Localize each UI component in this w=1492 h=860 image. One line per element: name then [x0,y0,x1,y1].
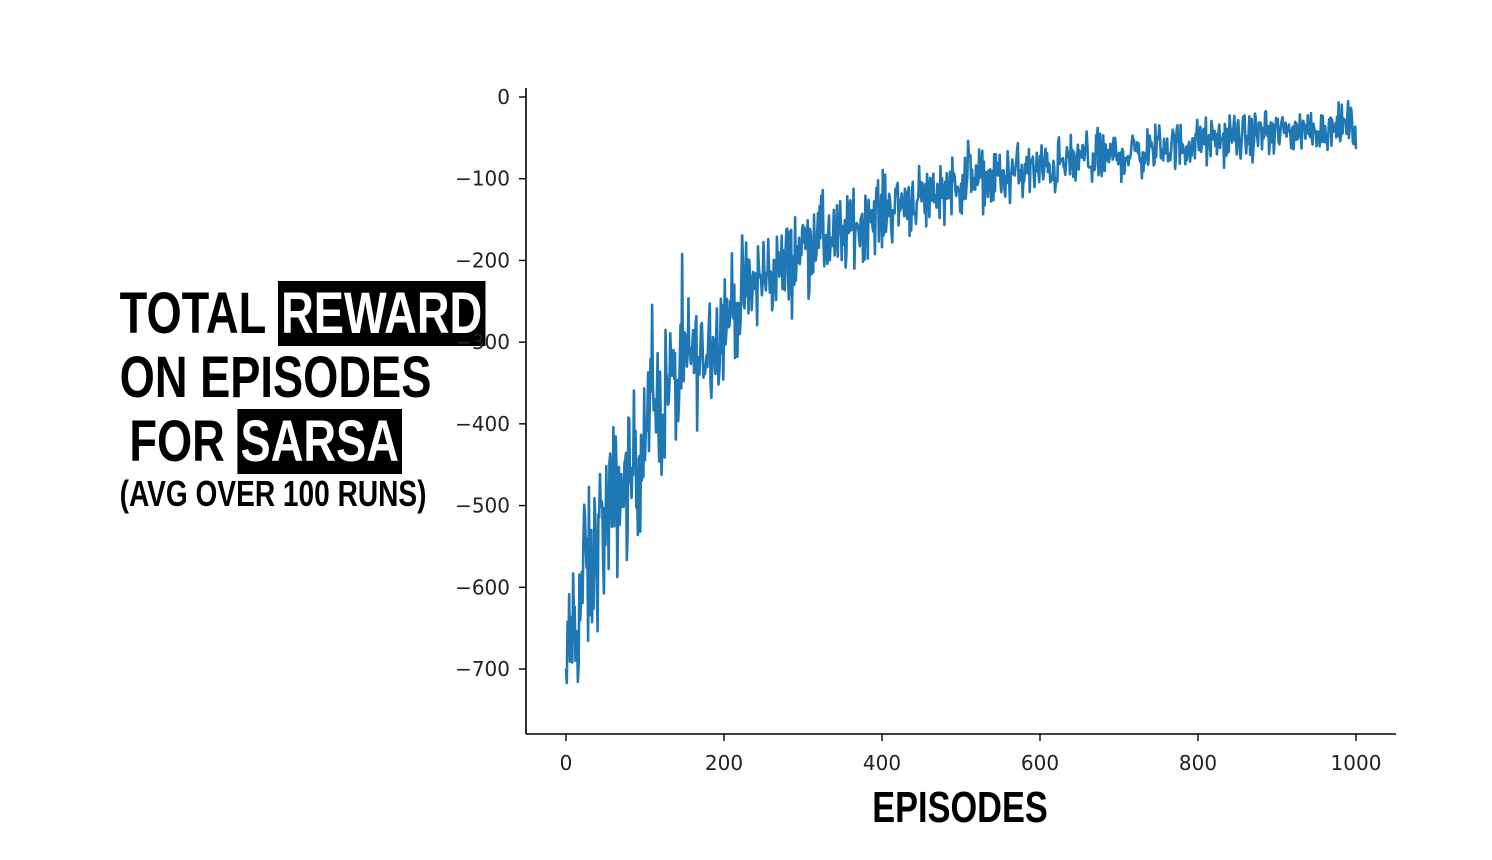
title-line-3: FOR SARSA [120,409,402,474]
title-word-reward: REWARD [277,281,486,346]
title-word-on-episodes: ON EPISODES [119,345,432,410]
x-tick-label: 600 [1021,751,1059,775]
chart-series-layer [564,99,1358,685]
y-tick-label: −700 [455,657,510,681]
chart-subtitle: (AVG OVER 100 RUNS) [119,473,427,514]
y-tick-label: −100 [455,167,510,191]
x-axis-label: EPISODES [872,783,1048,832]
y-tick-label: −200 [455,248,510,272]
chart-axes [525,88,1396,735]
reward-series-line [564,99,1358,685]
y-tick-label: −600 [455,575,510,599]
title-line-2: ON EPISODES [120,346,432,410]
chart-title: TOTAL REWARD ON EPISODES FOR SARSA (AVG … [40,281,486,514]
title-word-for: FOR [129,409,225,474]
x-tick-label: 800 [1179,751,1217,775]
x-tick-label: 0 [560,751,573,775]
y-tick-label: −400 [455,412,510,436]
chart-ticks: 0 200 400 600 800 1000 0 −100 −200 −300 −400 −500 −6… [455,85,1381,775]
title-word-total: TOTAL [119,281,266,346]
title-word-sarsa: SARSA [237,409,402,474]
y-tick-label: −500 [455,494,510,518]
title-line-1: TOTAL REWARD [119,281,486,346]
x-tick-label: 200 [705,751,743,775]
x-tick-label: 400 [863,751,901,775]
y-tick-label: 0 [497,85,510,109]
y-tick-label: −300 [455,330,510,354]
x-tick-label: 1000 [1331,751,1382,775]
